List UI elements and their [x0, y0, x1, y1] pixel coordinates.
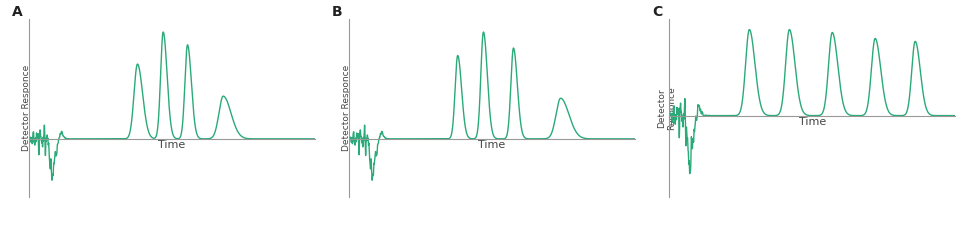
X-axis label: Time: Time: [478, 140, 506, 150]
Y-axis label: Detector
Responce: Detector Responce: [657, 86, 676, 130]
Text: B: B: [332, 5, 343, 19]
X-axis label: Time: Time: [158, 140, 185, 150]
X-axis label: Time: Time: [799, 117, 826, 127]
Y-axis label: Detector Responce: Detector Responce: [342, 65, 350, 151]
Y-axis label: Detector Responce: Detector Responce: [21, 65, 31, 151]
Text: C: C: [652, 5, 662, 19]
Text: A: A: [12, 5, 22, 19]
